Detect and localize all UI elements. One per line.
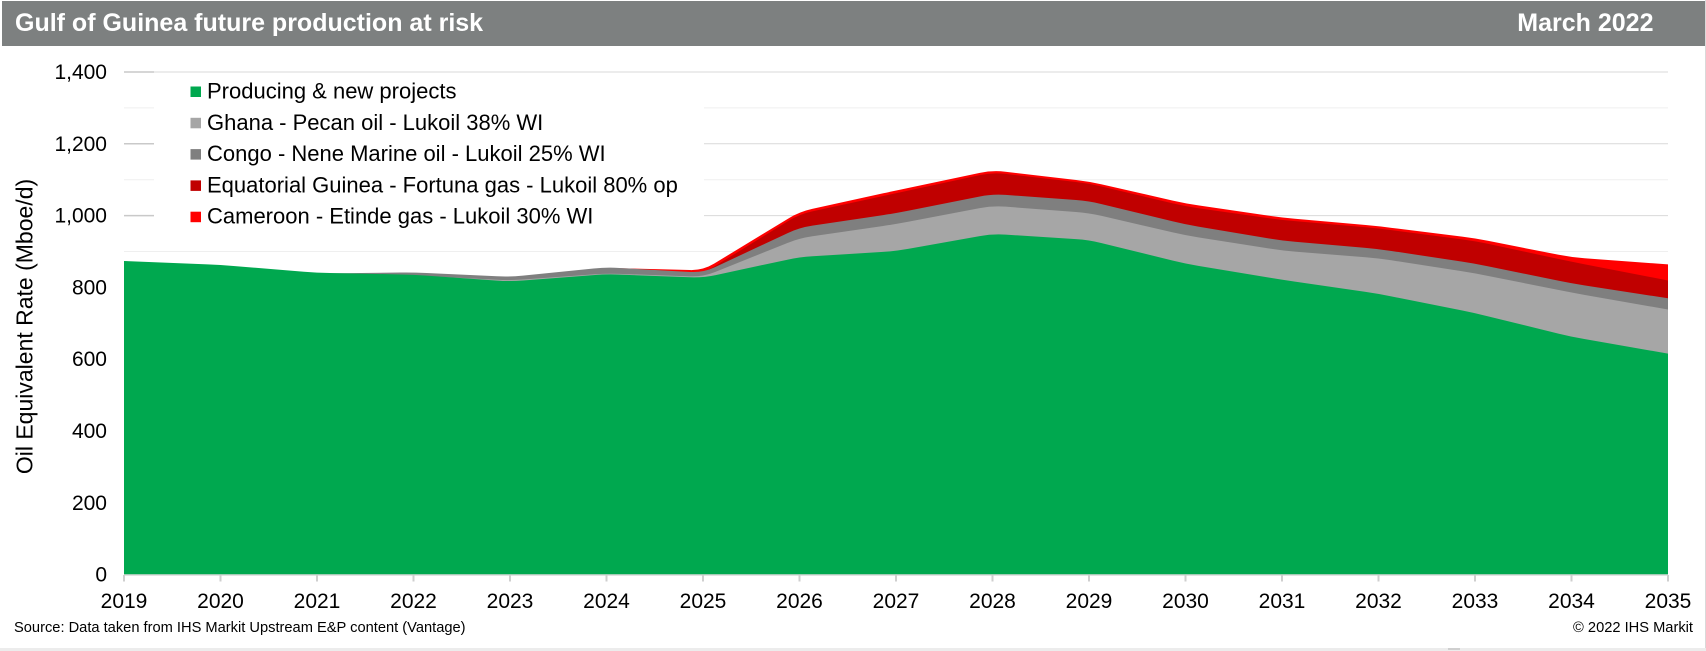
svg-text:2023: 2023: [487, 590, 534, 613]
svg-text:600: 600: [72, 348, 107, 371]
svg-text:Oil Equivalent Rate (Mboe/d): Oil Equivalent Rate (Mboe/d): [12, 179, 38, 474]
svg-text:2027: 2027: [873, 590, 920, 613]
svg-text:Cameroon - Etinde gas - Lukoil: Cameroon - Etinde gas - Lukoil 30% WI: [207, 204, 593, 229]
svg-text:1,000: 1,000: [54, 205, 107, 228]
svg-text:400: 400: [72, 420, 107, 443]
svg-text:Congo - Nene Marine oil - Luko: Congo - Nene Marine oil - Lukoil 25% WI: [207, 141, 606, 166]
svg-text:Ghana - Pecan oil - Lukoil 38%: Ghana - Pecan oil - Lukoil 38% WI: [207, 110, 543, 135]
svg-text:2025: 2025: [680, 590, 727, 613]
svg-text:2022: 2022: [390, 590, 437, 613]
svg-text:2020: 2020: [197, 590, 244, 613]
svg-text:2031: 2031: [1259, 590, 1306, 613]
svg-text:2034: 2034: [1548, 590, 1595, 613]
svg-text:1,200: 1,200: [54, 133, 107, 156]
svg-text:2026: 2026: [776, 590, 823, 613]
svg-text:Producing & new projects: Producing & new projects: [207, 79, 456, 104]
svg-text:2030: 2030: [1162, 590, 1209, 613]
svg-text:800: 800: [72, 276, 107, 299]
svg-text:1,400: 1,400: [54, 61, 107, 84]
svg-text:2032: 2032: [1355, 590, 1402, 613]
svg-text:200: 200: [72, 492, 107, 515]
svg-text:2033: 2033: [1452, 590, 1499, 613]
svg-text:2019: 2019: [101, 590, 148, 613]
svg-text:2021: 2021: [294, 590, 341, 613]
svg-text:2028: 2028: [969, 590, 1016, 613]
svg-text:Equatorial Guinea - Fortuna ga: Equatorial Guinea - Fortuna gas - Lukoil…: [207, 172, 678, 197]
svg-text:2029: 2029: [1066, 590, 1113, 613]
svg-text:0: 0: [95, 564, 107, 587]
svg-text:2024: 2024: [583, 590, 630, 613]
svg-text:2035: 2035: [1645, 590, 1692, 613]
